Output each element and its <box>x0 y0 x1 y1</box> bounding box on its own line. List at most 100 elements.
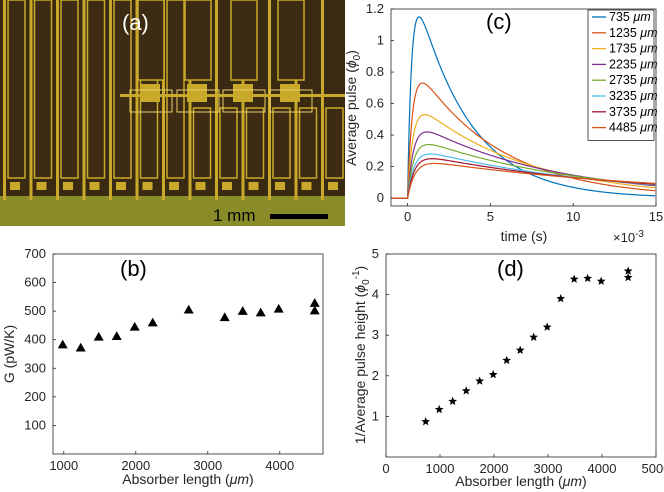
inverse-pulse-plot-area <box>386 254 656 457</box>
inverse-pulse-axes-box <box>385 253 657 458</box>
absorber-strip <box>219 107 238 179</box>
inverse-pulse-point <box>475 376 485 385</box>
inverse-pulse-point <box>542 322 552 331</box>
detector-array-illustration <box>0 0 345 226</box>
legend-entry: 2235 μm <box>609 57 658 71</box>
conductance-y-tick-label: 600 <box>24 275 46 290</box>
pulse-axes-box <box>390 8 657 207</box>
inverse-pulse-point <box>569 274 579 283</box>
conductance-chart: 1000 2000 3000 4000 100 200 300 400 500 600 700 (b… <box>1 246 324 487</box>
conductance-point <box>237 306 248 315</box>
sensor-pad <box>195 182 206 190</box>
inverse-pulse-x-tick-label: 3000 <box>534 461 563 476</box>
sensor-frame <box>269 89 313 113</box>
sensor-pad <box>116 182 126 190</box>
conductance-y-tick-label: 100 <box>24 417 46 432</box>
sensor-pad <box>142 182 153 190</box>
conductance-point <box>255 307 266 317</box>
upper-absorber <box>277 0 305 81</box>
inverse-pulse-y-tick-label: 3 <box>372 327 379 342</box>
inverse-pulse-points <box>421 266 633 426</box>
sensor-frame <box>222 89 266 113</box>
tes-sensor <box>140 84 160 102</box>
conductance-y-tick-label: 300 <box>24 360 46 375</box>
conductance-x-tick-label: 3000 <box>193 458 222 473</box>
sensor-pad <box>10 182 20 190</box>
pulse-y-tick-label: 1.2 <box>366 1 384 16</box>
pulse-x-exponent: ×10-3 <box>613 229 644 245</box>
sensor-pad <box>222 182 232 190</box>
conductance-point <box>309 305 320 315</box>
inverse-pulse-y-tick-label: 5 <box>372 246 379 261</box>
pulse-y-tick-label: 0.8 <box>366 64 384 79</box>
pulse-line-4485 <box>391 162 656 199</box>
inverse-pulse-point <box>461 386 471 395</box>
panel-a-label: (a) <box>122 10 149 35</box>
pulse-y-tick-label: 0.4 <box>366 127 384 142</box>
panel-b-label: (b) <box>120 256 147 281</box>
wiring-trace <box>162 0 165 200</box>
wiring-trace <box>321 0 324 200</box>
conductance-axes-box <box>52 253 324 455</box>
sensor-pad <box>301 182 312 190</box>
legend-box <box>587 9 655 141</box>
pulse-y-tick-label: 0.2 <box>366 159 384 174</box>
absorber-strip <box>272 107 291 179</box>
sensor-pad <box>328 182 338 190</box>
conductance-point <box>147 317 158 327</box>
micrograph-panel: (a) 1 mm <box>0 0 345 226</box>
wiring-trace <box>3 0 6 200</box>
wiring-trace <box>56 0 59 200</box>
conductance-point <box>309 298 320 307</box>
conductance-y-tick-label: 500 <box>24 303 46 318</box>
conductance-x-label: Absorber length (μm) <box>122 471 253 487</box>
inverse-pulse-y-tick-label: 1 <box>372 408 379 423</box>
sensor-pad <box>63 182 73 190</box>
inverse-pulse-x-label: Absorber length (μm) <box>455 473 586 489</box>
absorber-strip <box>113 0 132 179</box>
inverse-pulse-y-tick-label: 4 <box>372 287 379 302</box>
conductance-point <box>129 321 140 331</box>
legend-entry: 4485 μm <box>609 121 658 135</box>
inverse-pulse-point <box>488 369 498 379</box>
inverse-pulse-point <box>515 345 525 354</box>
sensor-pad <box>36 182 47 190</box>
substrate-strip <box>0 196 345 226</box>
pulse-x-tick-label: 5 <box>487 209 494 224</box>
inverse-pulse-x-tick-label: 5000 <box>642 461 664 476</box>
wiring-trace <box>29 0 33 200</box>
inverse-pulse-x-tick-label: 4000 <box>588 461 617 476</box>
legend-entry: 3735 μm <box>609 105 658 119</box>
panel-d-label: (d) <box>497 256 524 281</box>
conductance-point <box>75 342 86 352</box>
conductance-point <box>273 303 284 313</box>
pulse-line-1735 <box>391 113 656 199</box>
conductance-points <box>57 298 320 352</box>
inverse-pulse-ticks: 0 1000 2000 3000 4000 5000 1 2 3 4 5 <box>372 246 664 476</box>
absorber-strip <box>245 107 265 179</box>
absorber-strip <box>86 0 106 179</box>
pulse-y-label: Average pulse (ϕ0) <box>343 50 363 166</box>
conductance-point <box>111 331 122 341</box>
conductance-x-tick-label: 4000 <box>265 458 294 473</box>
legend-entry: 1235 μm <box>609 26 658 40</box>
tes-sensor <box>280 84 300 102</box>
legend-entry: 1735 μm <box>609 42 658 56</box>
absorber-strip <box>298 107 318 179</box>
inverse-pulse-point <box>583 273 593 283</box>
pulse-y-tick-label: 0.6 <box>366 96 384 111</box>
bus-line <box>120 94 345 97</box>
inverse-pulse-chart: 0 1000 2000 3000 4000 5000 1 2 3 4 5 (d) Absorber … <box>351 246 664 489</box>
absorber-strip <box>166 0 185 179</box>
pulse-y-tick-label: 0 <box>377 190 384 205</box>
sensor-frame <box>176 89 220 113</box>
scale-bar-label: 1 mm <box>213 206 256 225</box>
conductance-x-tick-label: 1000 <box>49 458 78 473</box>
sensor-pad <box>275 182 285 190</box>
tes-sensor <box>233 84 253 102</box>
pulse-x-tick-label: 0 <box>404 209 411 224</box>
conductance-y-tick-label: 200 <box>24 389 46 404</box>
pulse-x-tick-label: 10 <box>566 209 580 224</box>
panel-c-label: (c) <box>486 9 512 34</box>
